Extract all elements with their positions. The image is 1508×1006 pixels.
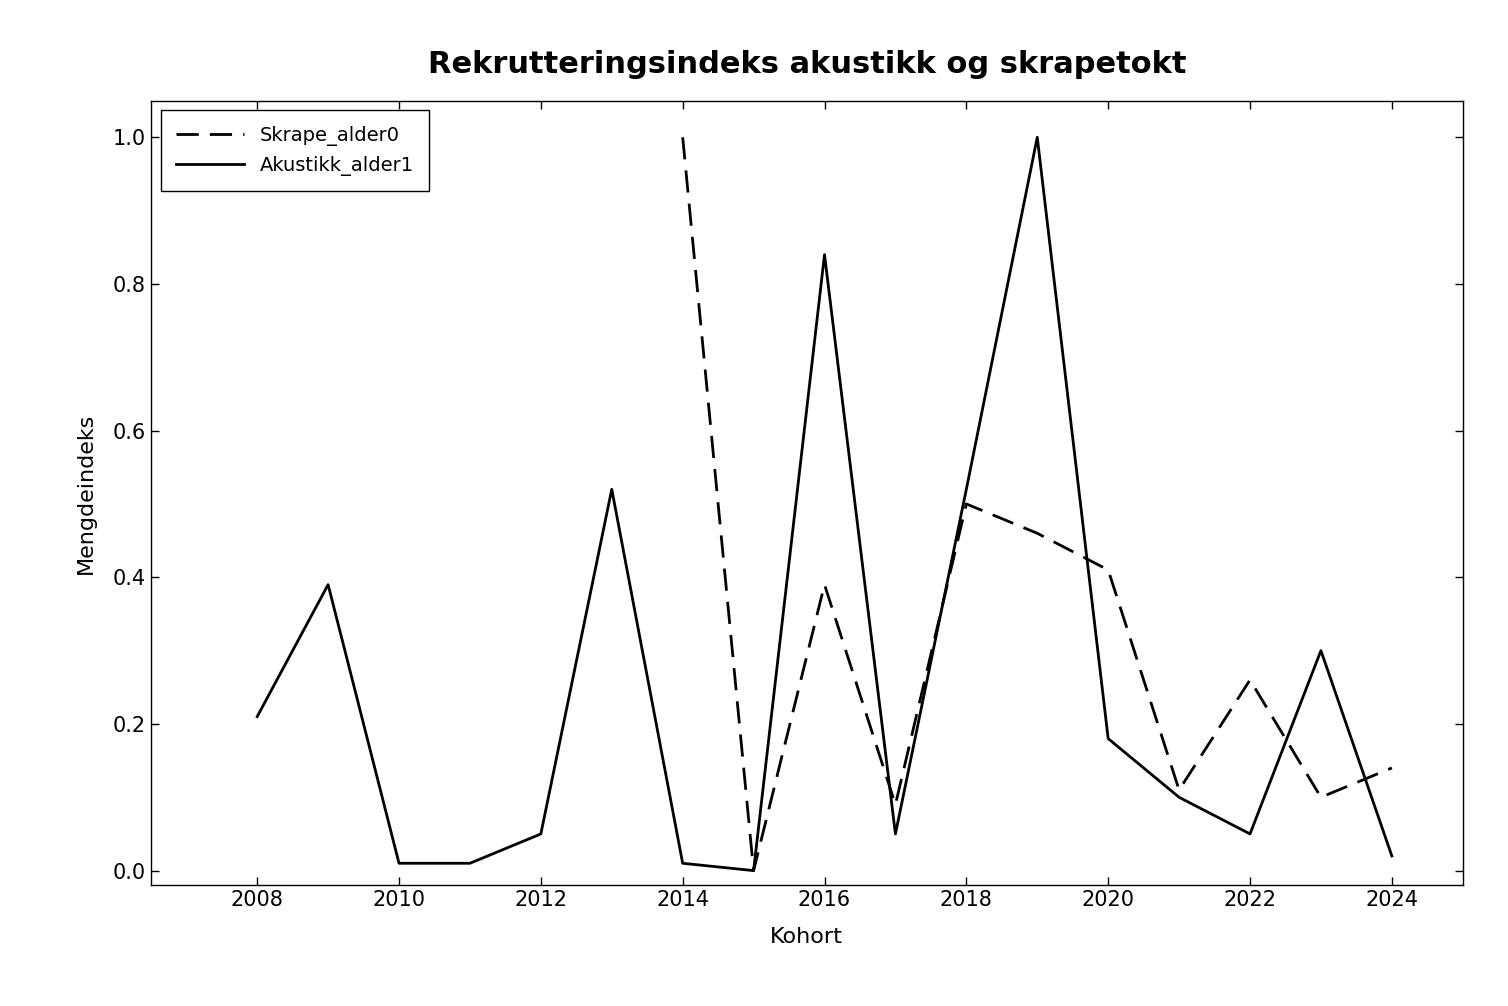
Akustikk_alder1 — [320, 578, 338, 591]
Skrape_alder0 — [1241, 674, 1259, 686]
Akustikk_alder1 — [461, 857, 480, 869]
Skrape_alder0 — [1170, 784, 1188, 796]
Akustikk_alder1 — [1241, 828, 1259, 840]
Skrape_alder0 — [1028, 527, 1047, 539]
Akustikk_alder1 — [958, 483, 976, 495]
X-axis label: Kohort: Kohort — [771, 927, 843, 947]
Akustikk_alder1 — [1170, 792, 1188, 804]
Line: Skrape_alder0: Skrape_alder0 — [683, 137, 1392, 870]
Akustikk_alder1 — [1099, 732, 1117, 744]
Akustikk_alder1 — [391, 857, 409, 869]
Akustikk_alder1 — [603, 483, 621, 495]
Skrape_alder0 — [745, 864, 763, 876]
Skrape_alder0 — [674, 131, 692, 143]
Akustikk_alder1 — [1312, 645, 1330, 657]
Legend: Skrape_alder0, Akustikk_alder1: Skrape_alder0, Akustikk_alder1 — [160, 111, 430, 191]
Skrape_alder0 — [1099, 564, 1117, 576]
Line: Akustikk_alder1: Akustikk_alder1 — [258, 137, 1392, 870]
Skrape_alder0 — [887, 799, 905, 811]
Y-axis label: Mengdeindeks: Mengdeindeks — [75, 412, 97, 573]
Akustikk_alder1 — [532, 828, 550, 840]
Skrape_alder0 — [958, 498, 976, 510]
Akustikk_alder1 — [1383, 850, 1401, 862]
Skrape_alder0 — [1383, 762, 1401, 774]
Akustikk_alder1 — [887, 828, 905, 840]
Skrape_alder0 — [1312, 792, 1330, 804]
Title: Rekrutteringsindeks akustikk og skrapetokt: Rekrutteringsindeks akustikk og skrapeto… — [428, 50, 1185, 78]
Akustikk_alder1 — [816, 248, 834, 261]
Akustikk_alder1 — [249, 710, 267, 722]
Skrape_alder0 — [816, 578, 834, 591]
Akustikk_alder1 — [674, 857, 692, 869]
Akustikk_alder1 — [745, 864, 763, 876]
Akustikk_alder1 — [1028, 131, 1047, 143]
